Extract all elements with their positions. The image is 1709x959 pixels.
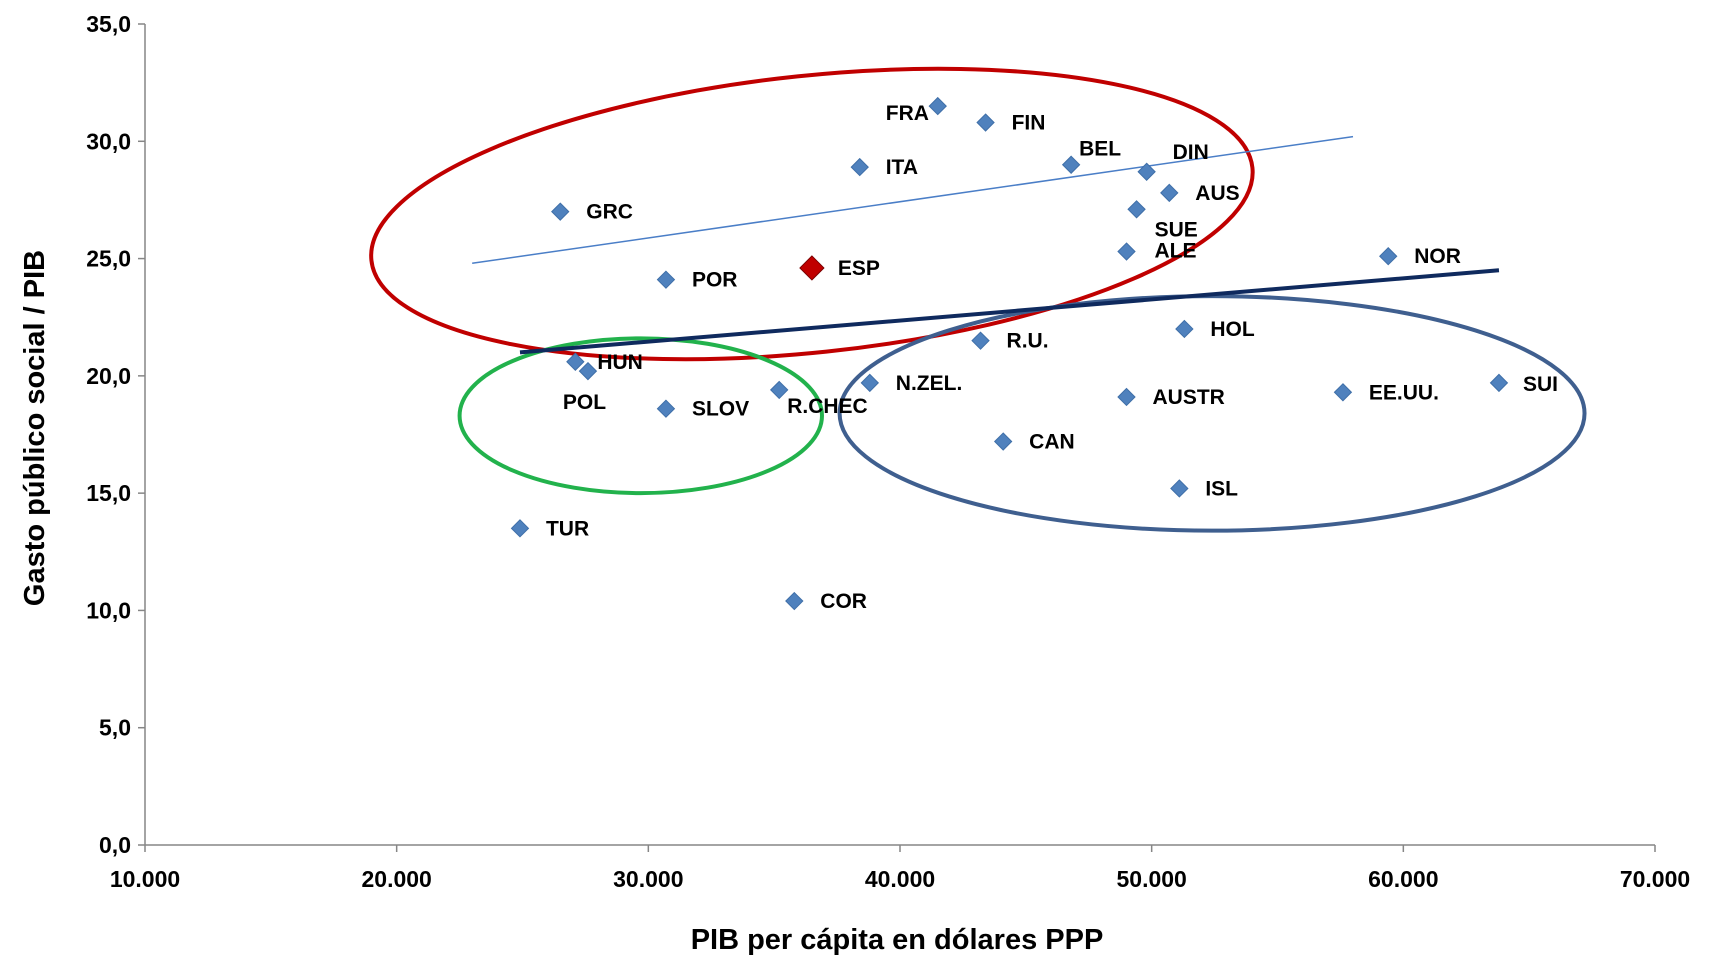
point-label: DIN (1173, 141, 1209, 164)
data-point (1379, 247, 1398, 266)
trend-line-group (472, 135, 1354, 265)
data-point (928, 96, 947, 116)
point-label: COR (820, 590, 867, 613)
data-point (566, 352, 585, 371)
y-tick-label: 0,0 (99, 832, 131, 858)
trend-lines (472, 135, 1500, 355)
point-label: ISL (1205, 477, 1238, 500)
data-point (799, 255, 825, 281)
data-point (551, 202, 570, 221)
point-label: SUE (1155, 218, 1198, 241)
point-label: ESP (838, 257, 880, 280)
point-label: BEL (1079, 138, 1121, 161)
y-tick-label: 35,0 (86, 11, 131, 37)
data-point (769, 380, 789, 400)
point-label: R.U. (1007, 330, 1049, 353)
y-tick-label: 5,0 (99, 715, 131, 741)
data-point (656, 270, 676, 289)
axes (144, 24, 1655, 846)
point-label: HUN (597, 351, 643, 374)
point-label: AUS (1195, 182, 1239, 205)
x-tick-label: 60.000 (1368, 866, 1438, 892)
data-point (860, 373, 880, 393)
data-point (993, 432, 1013, 451)
point-label: NOR (1414, 245, 1461, 268)
y-tick-label: 20,0 (86, 363, 131, 389)
point-label: ALE (1155, 240, 1197, 263)
data-point (1061, 155, 1081, 174)
data-point (1170, 479, 1189, 498)
point-label: R.CHEC (787, 395, 868, 418)
y-tick-label: 15,0 (86, 480, 131, 506)
data-point (510, 519, 530, 538)
y-tick-label: 30,0 (86, 128, 131, 154)
x-tick-label: 20.000 (361, 866, 431, 892)
x-tick-label: 70.000 (1620, 866, 1690, 892)
point-label: SLOV (692, 398, 749, 421)
y-tick-label: 25,0 (86, 246, 131, 272)
point-label: GRC (586, 201, 633, 224)
data-point (850, 157, 869, 177)
ellipse-red (369, 66, 1255, 362)
point-label: POR (692, 269, 738, 292)
x-tick-label: 50.000 (1116, 866, 1186, 892)
x-tick-label: 30.000 (613, 866, 683, 892)
point-label: SUI (1523, 373, 1558, 396)
data-point (1117, 242, 1136, 261)
point-label: FRA (886, 102, 929, 125)
y-axis-title: Gasto público social / PIB (19, 250, 51, 606)
data-point (785, 591, 804, 611)
data-points (510, 96, 1509, 611)
x-tick-label: 40.000 (865, 866, 935, 892)
point-label: AUSTR (1153, 386, 1225, 409)
data-point (1137, 162, 1156, 181)
point-label: N.ZEL. (896, 372, 963, 395)
x-axis-title: PIB per cápita en dólares PPP (691, 924, 1104, 956)
data-point (656, 399, 676, 418)
trend-line-all (519, 268, 1500, 355)
y-axis-ticks: 0,0 5,0 10,0 15,0 20,0 25,0 30,0 35,0 (86, 11, 145, 858)
data-point (1489, 373, 1509, 393)
point-label: CAN (1029, 431, 1075, 454)
point-label: HOL (1210, 318, 1255, 341)
data-point (976, 113, 995, 132)
data-point (1333, 383, 1353, 402)
data-point (971, 331, 990, 350)
point-label: ITA (886, 156, 918, 179)
data-point (578, 361, 598, 381)
point-label: POL (563, 391, 606, 414)
data-point (1175, 319, 1194, 339)
ellipse-green (457, 336, 824, 496)
point-label: EE.UU. (1369, 381, 1439, 404)
data-point (1117, 387, 1136, 407)
point-label: FIN (1012, 112, 1046, 135)
data-point (1127, 200, 1146, 219)
x-axis-ticks: 10.000 20.000 30.000 40.000 50.000 60.000 70.0… (110, 845, 1690, 892)
x-tick-label: 10.000 (110, 866, 180, 892)
point-label: TUR (546, 517, 589, 540)
y-tick-label: 10,0 (86, 597, 131, 623)
data-point (1160, 183, 1179, 203)
